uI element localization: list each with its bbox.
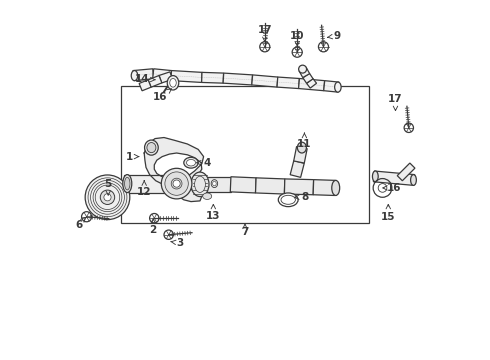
Bar xyxy=(121,86,369,223)
Ellipse shape xyxy=(161,168,192,199)
Ellipse shape xyxy=(191,172,209,197)
Text: 16: 16 xyxy=(383,183,402,193)
Ellipse shape xyxy=(123,175,132,193)
Ellipse shape xyxy=(145,140,158,155)
Polygon shape xyxy=(144,138,204,202)
Ellipse shape xyxy=(167,76,179,90)
Ellipse shape xyxy=(171,178,182,189)
Polygon shape xyxy=(284,179,314,195)
Ellipse shape xyxy=(213,181,216,186)
Ellipse shape xyxy=(281,195,295,204)
Text: 17: 17 xyxy=(388,94,403,111)
Circle shape xyxy=(173,180,180,187)
Polygon shape xyxy=(223,73,252,85)
Polygon shape xyxy=(255,178,285,194)
Polygon shape xyxy=(298,78,325,91)
Text: 1: 1 xyxy=(125,152,139,162)
Ellipse shape xyxy=(170,78,176,87)
Text: 10: 10 xyxy=(290,31,304,46)
Polygon shape xyxy=(153,69,172,81)
Text: 14: 14 xyxy=(135,74,155,84)
Circle shape xyxy=(104,194,111,201)
Ellipse shape xyxy=(372,171,378,182)
Polygon shape xyxy=(159,72,172,83)
Text: 4: 4 xyxy=(196,158,211,168)
Text: 8: 8 xyxy=(294,192,309,202)
Ellipse shape xyxy=(195,176,205,192)
Text: 3: 3 xyxy=(171,238,184,248)
Ellipse shape xyxy=(203,193,212,199)
Ellipse shape xyxy=(278,193,298,207)
Circle shape xyxy=(100,190,115,204)
Ellipse shape xyxy=(335,82,341,92)
Text: 16: 16 xyxy=(153,89,172,102)
Text: 6: 6 xyxy=(75,217,85,230)
Ellipse shape xyxy=(332,180,340,195)
Polygon shape xyxy=(294,147,307,163)
Ellipse shape xyxy=(184,157,198,168)
Ellipse shape xyxy=(411,175,416,185)
Ellipse shape xyxy=(297,142,306,153)
Polygon shape xyxy=(124,175,187,193)
Polygon shape xyxy=(313,180,335,195)
Text: 17: 17 xyxy=(257,24,272,41)
Polygon shape xyxy=(230,177,256,193)
Ellipse shape xyxy=(187,159,196,166)
Text: 5: 5 xyxy=(104,179,112,195)
Polygon shape xyxy=(324,81,339,92)
Ellipse shape xyxy=(298,65,307,73)
Polygon shape xyxy=(290,161,304,177)
Text: 9: 9 xyxy=(328,31,341,41)
Polygon shape xyxy=(148,76,162,87)
Polygon shape xyxy=(201,72,223,83)
Polygon shape xyxy=(373,171,415,185)
Text: 11: 11 xyxy=(297,133,312,149)
Ellipse shape xyxy=(147,143,156,153)
Polygon shape xyxy=(397,163,415,181)
Polygon shape xyxy=(307,78,317,88)
Polygon shape xyxy=(205,177,231,192)
Text: 2: 2 xyxy=(149,219,157,235)
Polygon shape xyxy=(133,69,154,81)
Ellipse shape xyxy=(131,71,138,81)
Text: 15: 15 xyxy=(381,204,395,222)
Polygon shape xyxy=(303,73,313,83)
Text: 13: 13 xyxy=(206,204,220,221)
Polygon shape xyxy=(171,71,202,82)
Polygon shape xyxy=(299,67,310,77)
Text: 12: 12 xyxy=(137,181,151,197)
Text: 7: 7 xyxy=(241,224,249,237)
Polygon shape xyxy=(252,75,278,87)
Polygon shape xyxy=(139,80,151,91)
Ellipse shape xyxy=(124,177,130,190)
Ellipse shape xyxy=(165,172,188,195)
Ellipse shape xyxy=(211,180,218,188)
Circle shape xyxy=(85,175,130,220)
Polygon shape xyxy=(277,77,299,89)
